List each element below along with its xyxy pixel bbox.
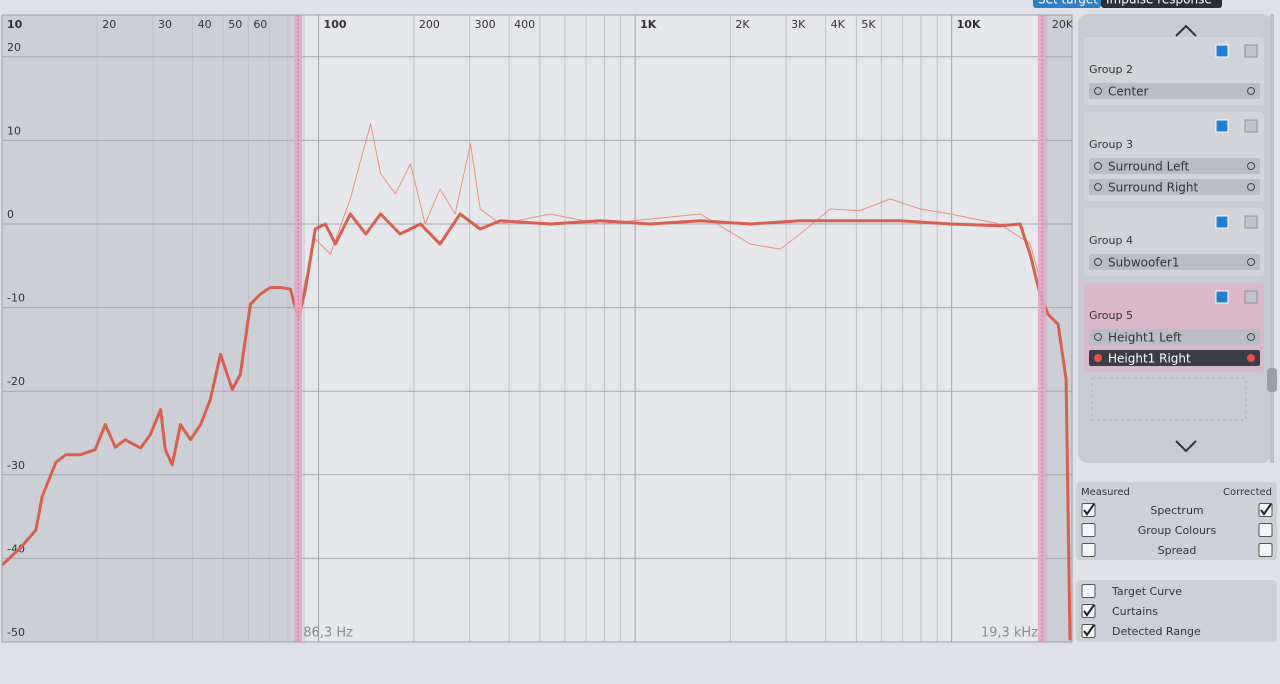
y-tick-label: 0: [7, 208, 14, 221]
y-tick-label: -30: [7, 459, 25, 472]
corrected-curve: [0, 212, 1072, 641]
channel-label: Height1 Left: [1108, 331, 1182, 345]
option-label: Target Curve: [1111, 585, 1182, 598]
option-label: Spectrum: [1150, 504, 1203, 517]
plot-area: [2, 15, 1072, 642]
measured-checkbox[interactable]: [1081, 543, 1096, 557]
y-tick-label: -20: [7, 375, 25, 388]
channel-label: Surround Left: [1108, 160, 1189, 174]
display-checkbox[interactable]: [1081, 584, 1096, 598]
group-icon-alt[interactable]: [1244, 290, 1258, 304]
x-tick-label: 100: [324, 18, 347, 31]
channel-dot-right: [1247, 162, 1255, 170]
measured-checkbox[interactable]: [1081, 523, 1096, 537]
x-tick-label: 3K: [791, 18, 806, 31]
corrected-checkbox[interactable]: [1258, 523, 1273, 537]
y-tick-label: -10: [7, 292, 25, 305]
channel-label: Surround Right: [1108, 181, 1198, 195]
x-tick-label: 300: [475, 18, 496, 31]
x-tick-label: 20K: [1052, 18, 1074, 31]
channel-label: Center: [1108, 85, 1148, 99]
group-label: Group 4: [1089, 234, 1133, 247]
y-tick-label: 10: [7, 124, 21, 137]
channel-dot: [1094, 354, 1102, 362]
tab-label: Impulse response: [1106, 0, 1212, 7]
channel-label: Height1 Right: [1108, 352, 1191, 366]
header: Measured: [1081, 487, 1130, 498]
channel-dot: [1094, 162, 1102, 170]
group-icon-alt[interactable]: [1244, 119, 1258, 133]
group-icon[interactable]: [1215, 119, 1229, 133]
tab-label: Set target: [1038, 0, 1098, 7]
x-tick-label: 10: [7, 18, 23, 31]
x-tick-label: 50: [228, 18, 242, 31]
scroll-thumb[interactable]: [1267, 368, 1277, 392]
plot-frame: [1, 14, 1073, 643]
corrected-checkbox-check: [1260, 503, 1272, 516]
group-icon[interactable]: [1215, 44, 1229, 58]
channel-dot-right: [1247, 87, 1255, 95]
channel-row[interactable]: [1089, 350, 1260, 366]
group-icon[interactable]: [1215, 290, 1229, 304]
channel-row[interactable]: [1089, 158, 1260, 174]
scroll-down[interactable]: [1175, 440, 1197, 453]
channel-row[interactable]: [1089, 83, 1260, 99]
channel-dot-right: [1247, 258, 1255, 266]
corrected-checkbox[interactable]: [1258, 543, 1273, 557]
view-options-panel: [1076, 482, 1277, 560]
x-tick-label: 40: [198, 18, 212, 31]
channel-dot: [1094, 333, 1102, 341]
y-tick-label: -50: [7, 626, 25, 639]
header: Corrected: [1223, 487, 1272, 498]
y-tick-label: 20: [7, 41, 21, 54]
empty-slot: [1091, 377, 1247, 421]
display-options-panel: [1076, 580, 1277, 642]
channel-row[interactable]: [1089, 179, 1260, 195]
x-tick-label: 20: [102, 18, 116, 31]
curtain-label: 86,3 Hz: [303, 626, 353, 641]
x-tick-label: 30: [158, 18, 172, 31]
tab[interactable]: [1033, 0, 1101, 8]
option-label: Curtains: [1112, 605, 1158, 618]
group-icon-alt[interactable]: [1244, 215, 1258, 229]
scrollbar: [1270, 14, 1274, 463]
group-label: Group 5: [1089, 309, 1133, 322]
x-tick-label: 2K: [735, 18, 750, 31]
display-checkbox-check: [1083, 624, 1095, 637]
group-block: [1084, 283, 1264, 372]
channel-dot-right: [1247, 183, 1255, 191]
option-label: Group Colours: [1138, 524, 1217, 537]
tab[interactable]: [1101, 0, 1222, 8]
x-tick-label: 60: [253, 18, 267, 31]
channel-dot: [1094, 87, 1102, 95]
channel-label: Subwoofer1: [1108, 256, 1180, 270]
x-tick-label: 1K: [640, 18, 657, 31]
x-tick-label: 5K: [861, 18, 876, 31]
group-block: [1084, 112, 1264, 201]
channel-row[interactable]: [1089, 329, 1260, 345]
curtain-label: 19,3 kHz: [981, 626, 1038, 641]
channel-row[interactable]: [1089, 254, 1260, 270]
x-tick-label: 200: [419, 18, 440, 31]
x-tick-label: 10K: [957, 18, 981, 31]
group-icon-alt[interactable]: [1244, 44, 1258, 58]
excluded-low: [2, 15, 299, 642]
display-checkbox-check: [1083, 604, 1095, 617]
option-label: Spread: [1158, 544, 1197, 557]
x-tick-label: 400: [514, 18, 535, 31]
measured-curve: [298, 123, 1041, 310]
channel-dot: [1094, 258, 1102, 266]
channel-dot-right: [1247, 354, 1255, 362]
channel-dot-right: [1247, 333, 1255, 341]
option-label: Detected Range: [1112, 625, 1201, 638]
group-label: Group 2: [1089, 63, 1133, 76]
group-icon[interactable]: [1215, 215, 1229, 229]
measured-checkbox-check: [1083, 503, 1095, 516]
channel-dot: [1094, 183, 1102, 191]
x-tick-label: 4K: [831, 18, 846, 31]
group-label: Group 3: [1089, 138, 1133, 151]
scroll-up[interactable]: [1175, 24, 1197, 37]
